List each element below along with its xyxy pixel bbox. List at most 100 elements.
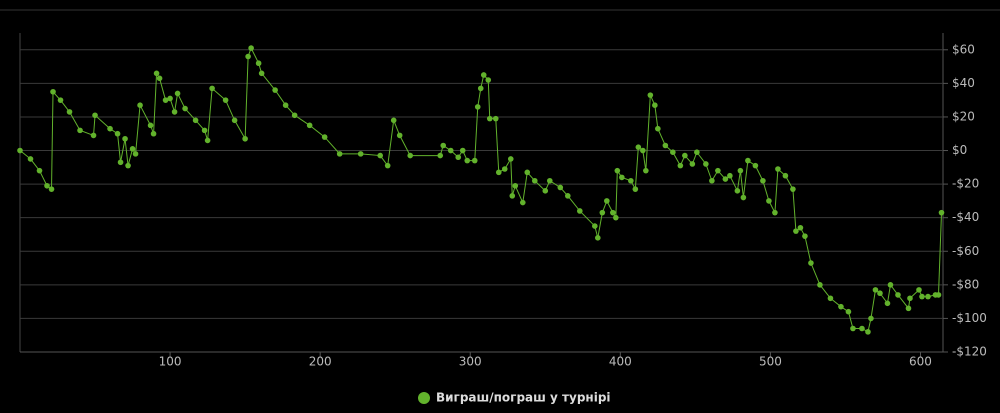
- point: [619, 174, 625, 181]
- point: [357, 151, 364, 157]
- point: [231, 117, 238, 124]
- point: [655, 125, 661, 132]
- point: [336, 151, 343, 157]
- point: [577, 208, 583, 214]
- point: [464, 157, 471, 164]
- point: [737, 167, 744, 174]
- point: [117, 159, 124, 166]
- point: [557, 184, 564, 191]
- point: [715, 167, 721, 174]
- point: [129, 146, 136, 152]
- point: [689, 161, 696, 167]
- point: [662, 142, 669, 149]
- point: [682, 152, 688, 159]
- point: [925, 293, 931, 300]
- point: [114, 130, 121, 137]
- point: [790, 186, 796, 192]
- point: [884, 300, 891, 307]
- point: [919, 293, 925, 300]
- point: [248, 45, 254, 51]
- point: [907, 295, 913, 302]
- point: [599, 209, 606, 216]
- point: [507, 156, 514, 162]
- point: [455, 154, 462, 161]
- point: [492, 115, 499, 122]
- point: [459, 147, 466, 154]
- point: [321, 134, 328, 140]
- x-tick-label: 500: [759, 355, 782, 369]
- point: [50, 88, 56, 95]
- y-tick-label: -$100: [952, 311, 987, 325]
- point: [845, 308, 852, 315]
- point: [766, 198, 772, 204]
- point: [167, 95, 173, 102]
- x-tick-label: 400: [609, 355, 632, 369]
- point: [519, 199, 526, 206]
- point: [868, 315, 874, 322]
- point: [647, 92, 654, 98]
- point: [377, 152, 383, 159]
- point: [564, 193, 571, 199]
- point: [485, 77, 492, 83]
- legend-marker: [418, 392, 430, 404]
- point: [604, 198, 610, 204]
- point: [595, 235, 601, 241]
- point: [542, 188, 549, 194]
- x-tick-label: 200: [309, 355, 332, 369]
- point: [147, 122, 154, 129]
- point: [772, 209, 778, 216]
- point: [48, 186, 55, 192]
- point: [437, 152, 444, 159]
- point: [546, 177, 553, 184]
- point: [628, 177, 634, 184]
- point: [407, 152, 414, 159]
- point: [752, 162, 759, 169]
- point: [192, 117, 199, 124]
- point: [474, 104, 481, 110]
- point: [838, 303, 844, 310]
- point: [722, 176, 729, 182]
- point: [635, 144, 642, 150]
- point: [782, 172, 789, 179]
- point: [258, 70, 265, 77]
- legend-label[interactable]: Виграш/пограш у турнірі: [436, 391, 611, 405]
- point: [272, 87, 278, 93]
- point: [740, 194, 747, 201]
- point: [592, 223, 598, 229]
- point: [916, 287, 922, 293]
- point: [122, 135, 128, 142]
- point: [137, 102, 143, 108]
- point: [44, 182, 50, 189]
- point: [291, 112, 298, 119]
- point: [802, 233, 808, 239]
- point: [643, 167, 649, 174]
- y-tick-label: -$60: [952, 244, 979, 258]
- y-tick-label: $60: [952, 42, 975, 56]
- point: [384, 162, 391, 169]
- point: [905, 305, 912, 312]
- point: [242, 135, 248, 142]
- point: [153, 70, 160, 77]
- y-tick-label: -$20: [952, 177, 979, 191]
- point: [201, 127, 208, 134]
- point: [396, 132, 403, 139]
- point: [486, 115, 493, 122]
- point: [694, 149, 700, 156]
- point: [125, 162, 131, 169]
- point: [282, 102, 289, 108]
- point: [17, 147, 23, 154]
- point: [877, 290, 883, 297]
- point: [174, 90, 181, 97]
- point: [204, 137, 211, 144]
- point: [709, 177, 715, 184]
- point: [132, 151, 139, 157]
- point: [935, 292, 942, 298]
- point: [703, 161, 709, 167]
- point: [793, 228, 799, 234]
- point: [27, 156, 34, 162]
- point: [640, 147, 646, 154]
- point: [613, 214, 619, 221]
- point: [524, 169, 531, 176]
- point: [632, 186, 639, 192]
- point: [872, 287, 879, 293]
